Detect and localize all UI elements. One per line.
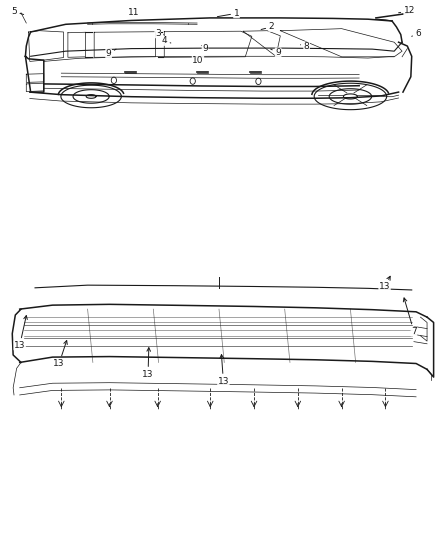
Text: 7: 7 [403, 298, 417, 336]
Text: 8: 8 [300, 42, 310, 51]
Text: 13: 13 [218, 354, 229, 385]
Text: 12: 12 [399, 6, 415, 15]
Text: 11: 11 [128, 7, 139, 17]
Text: 10: 10 [192, 56, 204, 66]
Text: 9: 9 [106, 49, 116, 58]
Text: 5: 5 [11, 7, 24, 16]
Text: 2: 2 [261, 22, 274, 31]
Text: 6: 6 [412, 29, 421, 38]
Text: 4: 4 [162, 36, 171, 45]
Text: 9: 9 [201, 44, 208, 53]
Text: 1: 1 [217, 9, 240, 18]
Text: 3: 3 [155, 29, 164, 38]
Text: 13: 13 [379, 276, 390, 291]
Text: 13: 13 [53, 341, 67, 368]
Text: 13: 13 [14, 316, 27, 350]
Text: 13: 13 [142, 348, 154, 378]
Text: 9: 9 [271, 48, 281, 57]
